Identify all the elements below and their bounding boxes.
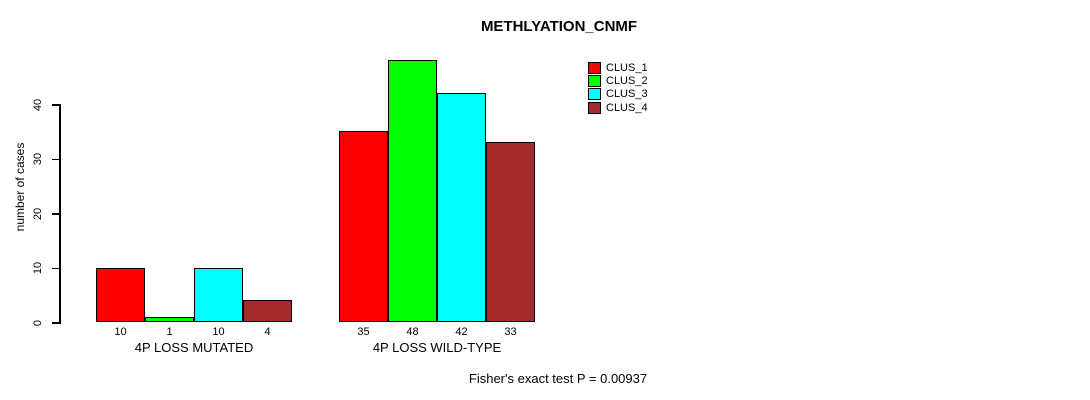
y-tick-mark [52,104,59,106]
legend: CLUS_1 CLUS_2 CLUS_3 CLUS_4 [588,61,648,115]
bar-clus_2-1 [145,316,194,322]
bar-value-label: 42 [455,326,468,338]
legend-item-clus_1: CLUS_1 [588,61,648,74]
group-label: 4P LOSS MUTATED [134,340,254,355]
y-tick-label: 10 [32,262,44,275]
y-tick-mark [52,213,59,215]
bar-clus_2-2 [388,60,437,322]
bar-value-label: 10 [114,326,127,338]
y-tick-mark [52,322,59,324]
legend-label: CLUS_2 [606,75,648,88]
legend-swatch-clus_3 [588,88,601,101]
bar-value-label: 48 [406,326,419,338]
legend-item-clus_3: CLUS_3 [588,88,648,101]
annotation-fisher-test: Fisher's exact test P = 0.00937 [468,371,648,386]
bar-value-label: 33 [504,326,517,338]
legend-label: CLUS_4 [606,101,648,114]
bar-value-label: 1 [166,326,173,338]
legend-item-clus_2: CLUS_2 [588,74,648,88]
bar-value-label: 10 [212,326,225,338]
bar-clus_4-1 [243,300,292,322]
bar-clus_3-1 [194,267,243,322]
y-tick-label: 40 [32,98,44,111]
y-tick-label: 20 [32,207,44,220]
y-tick-label: 0 [32,319,44,326]
y-tick-label: 30 [32,153,44,166]
legend-swatch-clus_1 [588,61,601,74]
bar-value-label: 35 [357,326,370,338]
legend-label: CLUS_3 [606,88,648,101]
y-tick-mark [52,267,59,269]
bar-value-label: 4 [264,326,271,338]
bar-clus_3-2 [437,93,486,322]
legend-swatch-clus_2 [588,75,601,88]
legend-swatch-clus_4 [588,101,601,114]
legend-item-clus_4: CLUS_4 [588,101,648,114]
bar-clus_1-2 [339,131,388,322]
y-tick-mark [52,158,59,160]
bar-clus_1-1 [96,267,145,322]
chart-title: METHLYATION_CNMF [480,18,638,35]
legend-label: CLUS_1 [606,61,648,74]
group-label: 4P LOSS WILD-TYPE [372,340,502,355]
y-axis-label: number of cases [13,142,27,232]
bar-clus_4-2 [486,142,535,322]
y-axis-line [59,104,61,324]
